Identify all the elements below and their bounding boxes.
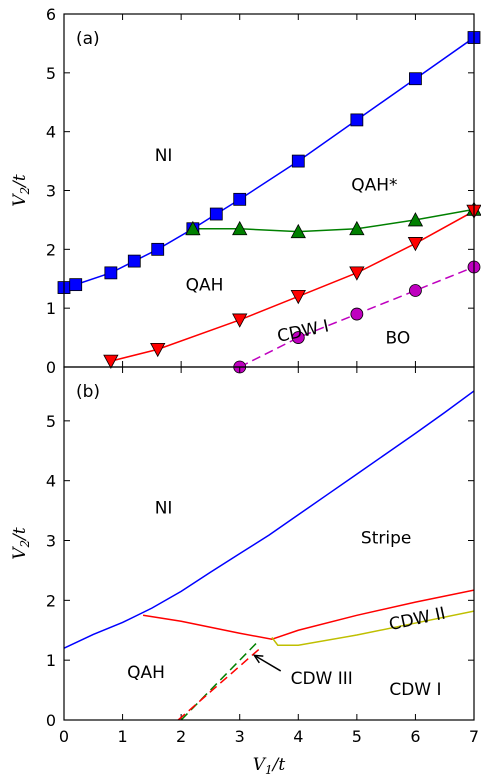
series-line — [192, 208, 474, 233]
data-point — [232, 313, 248, 328]
y-tick-label: 3 — [46, 532, 56, 551]
y-tick-label: 2 — [46, 591, 56, 610]
region-label: CDW I — [389, 680, 441, 700]
x-axis-label: V1/t — [253, 755, 286, 777]
region-label: CDW I — [276, 316, 331, 346]
region-label: CDW II — [387, 604, 447, 635]
y-tick-label: 3 — [46, 182, 56, 201]
y-tick-label: 5 — [46, 64, 56, 83]
data-point — [350, 113, 364, 127]
y-tick-label: 0 — [46, 358, 56, 377]
y-tick-label: 4 — [46, 123, 56, 142]
y-tick-label: 4 — [46, 472, 56, 491]
data-point — [233, 192, 247, 206]
region-label: NI — [155, 146, 173, 166]
region-label: QAH — [186, 276, 224, 296]
x-tick-label: 0 — [59, 727, 69, 746]
y-tick-label: 1 — [46, 299, 56, 318]
x-tick-label: 7 — [469, 727, 479, 746]
data-point — [209, 207, 223, 221]
panel-label: (b) — [76, 382, 100, 402]
annotation-arrowhead — [252, 654, 264, 664]
data-point — [350, 307, 364, 321]
data-point — [290, 223, 306, 239]
y-axis-label: V2/t — [10, 174, 32, 207]
x-tick-label: 1 — [117, 727, 127, 746]
region-label: Stripe — [361, 529, 411, 549]
x-tick-label: 3 — [235, 727, 245, 746]
y-tick-label: 5 — [46, 412, 56, 431]
data-point — [407, 237, 424, 252]
data-point — [291, 331, 305, 344]
plot-area — [64, 390, 474, 720]
region-label: QAH* — [351, 176, 397, 196]
panel-b: 0 1 2 3 4 5 0 1 2 3 4 5 6 7 V2/t V1/t NI Stripe CDW II QAH C… — [10, 366, 479, 777]
axes-frame — [63, 366, 475, 721]
y-axis-label: V2/t — [10, 527, 32, 560]
x-tick-label: 5 — [352, 727, 362, 746]
annotation-arrow — [253, 654, 282, 672]
y-tick-label: 2 — [46, 240, 56, 259]
y-tick-label: 6 — [46, 5, 56, 24]
data-point — [104, 266, 118, 280]
axes-frame — [63, 13, 475, 368]
y-tick-label: 1 — [46, 651, 56, 670]
panel-label: (a) — [76, 29, 100, 49]
data-point — [69, 278, 83, 292]
region-label: CDW III — [291, 669, 353, 689]
region-label: QAH — [127, 663, 165, 683]
data-point — [409, 72, 422, 86]
data-point — [185, 220, 201, 236]
data-point — [232, 220, 248, 236]
series-line — [177, 647, 261, 720]
data-point — [290, 289, 306, 305]
series-line — [271, 610, 474, 646]
data-point — [291, 154, 305, 168]
data-point — [409, 284, 422, 297]
series-line — [64, 390, 474, 649]
region-label: BO — [385, 329, 410, 349]
panel-a: 0 1 2 3 4 5 6 V2/t NI QAH* QAH CDW I BO (a) — [10, 5, 481, 377]
plot-area — [64, 36, 474, 367]
x-tick-label: 6 — [410, 727, 420, 746]
x-tick-label: 2 — [176, 727, 186, 746]
data-point — [151, 242, 165, 256]
y-tick-label: 0 — [46, 711, 56, 730]
data-point — [103, 354, 119, 369]
data-point — [127, 254, 141, 268]
data-point — [150, 342, 166, 358]
series-line — [142, 589, 474, 641]
data-point — [349, 220, 365, 236]
data-point — [407, 212, 424, 227]
x-tick-label: 4 — [293, 727, 303, 746]
data-point — [349, 266, 365, 281]
region-label: NI — [155, 499, 173, 519]
